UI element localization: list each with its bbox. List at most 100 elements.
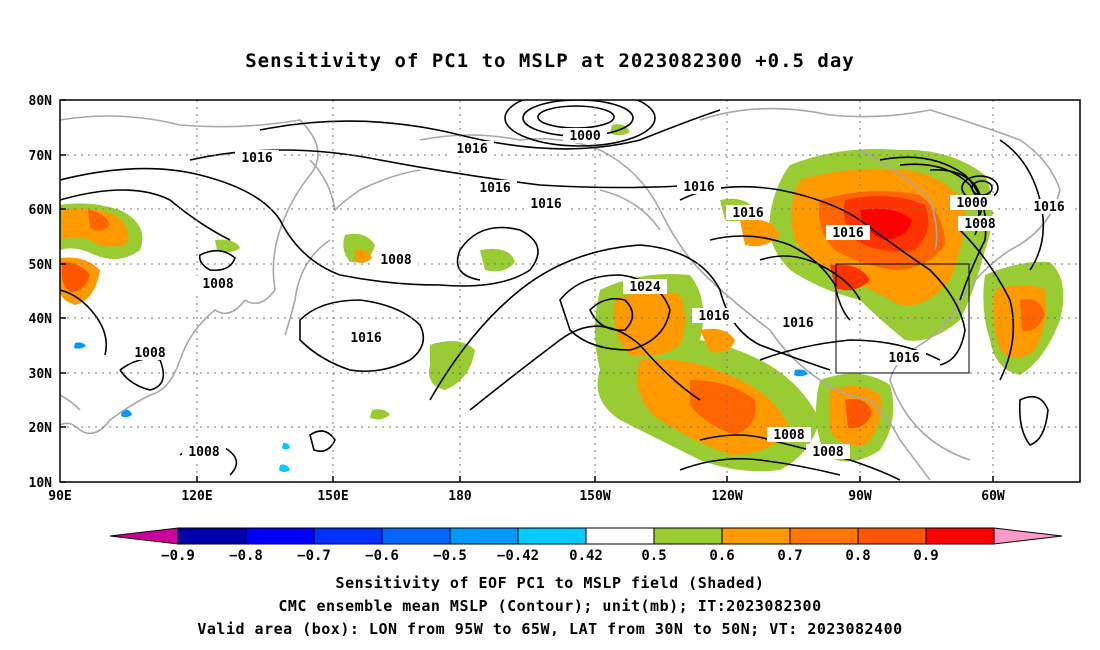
- contour-label-text: 1008: [964, 217, 995, 232]
- lat-label: 70N: [29, 149, 53, 164]
- colorbar-cell: [585, 527, 655, 545]
- lon-label: 120W: [711, 489, 742, 504]
- colorbar-label: −0.5: [433, 548, 467, 564]
- contour-label: 1008: [767, 427, 811, 443]
- contour-label-text: 1016: [350, 331, 381, 346]
- contour-label: 1016: [692, 308, 736, 324]
- contour-label: 1016: [726, 205, 770, 221]
- contour-label-text: 1000: [569, 129, 600, 144]
- contour-label: 1016: [344, 330, 388, 346]
- contour-label-text: 1000: [956, 196, 987, 211]
- colorbar-label: 0.8: [845, 548, 870, 564]
- contour-label-text: 1008: [202, 277, 233, 292]
- contour-label: 1016: [235, 150, 279, 166]
- colorbar-cell: [449, 527, 519, 545]
- contour-label: 1000: [563, 128, 607, 144]
- contour-label: 1008: [196, 276, 240, 292]
- lon-label: 150W: [579, 489, 610, 504]
- contour-label-text: 1016: [530, 197, 561, 212]
- contour-label: 1016: [826, 225, 870, 241]
- contour-label-text: 1016: [456, 142, 487, 157]
- colorbar-cell: [517, 527, 587, 545]
- contour-label: 1008: [806, 444, 850, 460]
- lon-label: 150E: [317, 489, 348, 504]
- contour-label-text: 1016: [732, 206, 763, 221]
- lat-label: 60N: [29, 203, 53, 218]
- colorbar-label: −0.7: [297, 548, 331, 564]
- lat-label: 50N: [29, 258, 53, 273]
- lat-lon-grid: [60, 100, 1080, 482]
- contour-label-text: 1016: [832, 226, 863, 241]
- contour-label: 1016: [882, 350, 926, 366]
- colorbar-right-arrow: [993, 527, 1063, 545]
- colorbar-cell: [653, 527, 723, 545]
- contour-label: 1008: [182, 444, 226, 460]
- colorbar-cell: [177, 527, 247, 545]
- colorbar-cell: [245, 527, 315, 545]
- colorbar-label: −0.9: [161, 548, 195, 564]
- colorbar-cell: [721, 527, 791, 545]
- contour-label-text: 1008: [812, 445, 843, 460]
- colorbar-cell: [789, 527, 859, 545]
- contour-label: 1016: [524, 196, 568, 212]
- colorbar-label: 0.5: [641, 548, 666, 564]
- chart-title: Sensitivity of PC1 to MSLP at 2023082300…: [245, 50, 855, 72]
- contour-label: 1008: [958, 216, 1002, 232]
- contour-label: 1024: [623, 279, 667, 295]
- colorbar-cell: [313, 527, 383, 545]
- contour-label: 1016: [1027, 199, 1071, 215]
- colorbar-left-arrow: [109, 527, 179, 545]
- sensitivity-shading: [60, 124, 1064, 472]
- contour-label: 1000: [950, 195, 994, 211]
- lon-label: 180: [448, 489, 472, 504]
- lon-label: 120E: [181, 489, 212, 504]
- colorbar-label: −0.6: [365, 548, 399, 564]
- colorbar-cell: [381, 527, 451, 545]
- lon-label: 90E: [48, 489, 71, 504]
- valid-area-box: [835, 263, 970, 374]
- colorbar-label: 0.9: [913, 548, 938, 564]
- lat-label: 80N: [29, 94, 53, 109]
- contour-label: 1016: [473, 180, 517, 196]
- contour-label-text: 1016: [683, 180, 714, 195]
- footer-line-1: Sensitivity of EOF PC1 to MSLP field (Sh…: [335, 574, 765, 592]
- lon-label: 90W: [848, 489, 872, 504]
- contour-label-text: 1008: [134, 346, 165, 361]
- contour-label-text: 1016: [479, 181, 510, 196]
- footer-line-2: CMC ensemble mean MSLP (Contour); unit(m…: [278, 597, 822, 615]
- lat-label: 40N: [29, 312, 53, 327]
- longitude-labels: 90E 120E 150E 180 150W 120W 90W 60W: [48, 489, 1005, 504]
- axis-ticks: [60, 99, 994, 483]
- map-frame: [59, 99, 1081, 483]
- contour-label-text: 1008: [380, 253, 411, 268]
- contour-label-text: 1016: [888, 351, 919, 366]
- colorbar: −0.9 −0.8 −0.7 −0.6 −0.5 −0.42 0.42 0.5 …: [109, 527, 1063, 564]
- colorbar-cell: [857, 527, 927, 545]
- colorbar-label: −0.42: [497, 548, 539, 564]
- contour-label-text: 1024: [629, 280, 660, 295]
- footer-line-3: Valid area (box): LON from 95W to 65W, L…: [197, 620, 903, 638]
- contour-label-text: 1016: [698, 309, 729, 324]
- contour-label-text: 1016: [241, 151, 272, 166]
- lat-label: 30N: [29, 367, 53, 382]
- colorbar-label: 0.6: [709, 548, 734, 564]
- lon-label: 60W: [981, 489, 1005, 504]
- colorbar-label: 0.42: [569, 548, 603, 564]
- contour-label: 1008: [374, 252, 418, 268]
- colorbar-label: 0.7: [777, 548, 802, 564]
- lat-label: 20N: [29, 421, 53, 436]
- colorbar-cell: [925, 527, 995, 545]
- lat-label: 10N: [29, 476, 53, 491]
- contour-label-text: 1008: [188, 445, 219, 460]
- coastlines: [60, 107, 1061, 481]
- contour-label-text: 1008: [773, 428, 804, 443]
- colorbar-label: −0.8: [229, 548, 263, 564]
- contour-label: 1016: [677, 179, 721, 195]
- contour-label: 1016: [776, 315, 820, 331]
- contour-label-text: 1016: [782, 316, 813, 331]
- contour-label: 1008: [128, 345, 172, 361]
- contour-label-text: 1016: [1033, 200, 1064, 215]
- contour-labels: 1000 1016 1016 1016 1016 1016 1008 1008 …: [128, 128, 1071, 460]
- contour-label: 1016: [450, 141, 494, 157]
